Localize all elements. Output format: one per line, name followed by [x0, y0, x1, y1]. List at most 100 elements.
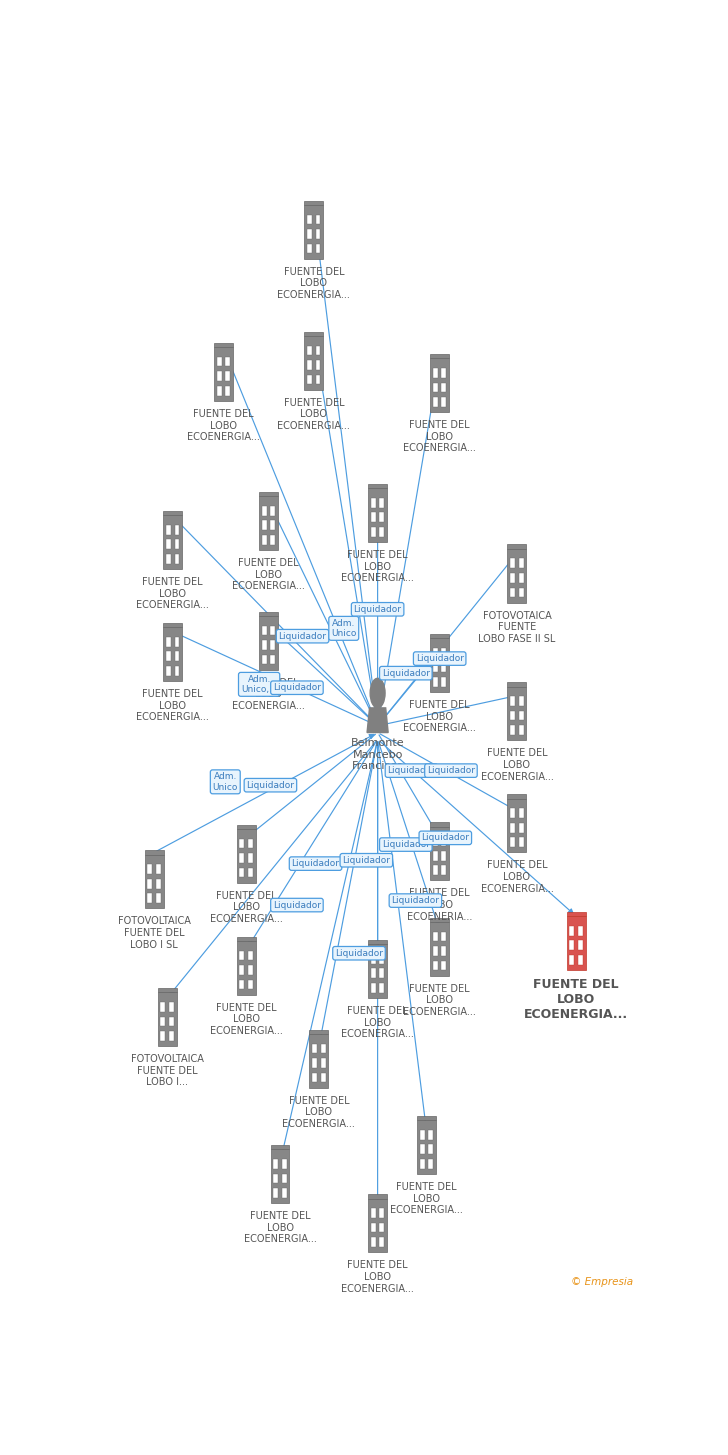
Text: FUENTE DEL
LOBO
ECOENERGIA...: FUENTE DEL LOBO ECOENERGIA...	[390, 1181, 463, 1215]
Bar	[441, 931, 446, 941]
Bar	[320, 1058, 325, 1068]
Bar	[433, 383, 438, 393]
Bar	[259, 611, 278, 615]
Bar	[507, 544, 526, 549]
Bar	[262, 626, 267, 636]
Bar	[273, 1189, 278, 1197]
Bar	[441, 960, 446, 970]
Text: Liquidador: Liquidador	[354, 605, 402, 614]
Bar	[307, 346, 312, 355]
Bar	[518, 697, 523, 706]
Bar	[315, 243, 320, 253]
Bar	[368, 489, 387, 543]
Bar	[271, 1149, 290, 1203]
Bar	[368, 1195, 387, 1199]
Bar	[441, 837, 446, 845]
Bar	[166, 666, 171, 675]
Bar	[237, 829, 256, 883]
Bar	[259, 492, 278, 496]
Bar	[433, 837, 438, 845]
Text: FUENTE DEL
LOBO
ECOENERGIA...: FUENTE DEL LOBO ECOENERGIA...	[136, 690, 209, 722]
Bar	[518, 711, 523, 720]
Text: FOTOVOLTAICA
FUENTE DEL
LOBO I SL: FOTOVOLTAICA FUENTE DEL LOBO I SL	[118, 917, 191, 950]
Bar	[428, 1158, 433, 1168]
Text: FOTOVOLTAICA
FUENTE DEL
LOBO I...: FOTOVOLTAICA FUENTE DEL LOBO I...	[131, 1055, 204, 1087]
Text: Liquidador: Liquidador	[392, 896, 440, 905]
Bar	[225, 356, 230, 367]
Bar	[217, 356, 222, 367]
Bar	[156, 864, 161, 874]
Text: FUENTE DEL
LOBO
ECOENERGIA...: FUENTE DEL LOBO ECOENERGIA...	[341, 1260, 414, 1293]
Bar	[315, 228, 320, 239]
Bar	[169, 1017, 174, 1026]
Text: FUENTE DEL
LOBO
ECOENERGIA...: FUENTE DEL LOBO ECOENERGIA...	[403, 700, 476, 733]
Bar	[315, 361, 320, 370]
Bar	[430, 822, 449, 826]
Bar	[430, 922, 449, 976]
Bar	[518, 838, 523, 847]
Bar	[379, 512, 384, 522]
Bar	[379, 498, 384, 508]
Bar	[315, 374, 320, 384]
Bar	[417, 1120, 436, 1174]
Bar	[566, 917, 586, 970]
Bar	[307, 374, 312, 384]
Bar	[270, 655, 275, 665]
Bar	[379, 954, 384, 963]
Bar	[510, 588, 515, 597]
Bar	[163, 627, 182, 681]
Text: Liquidador: Liquidador	[279, 631, 327, 640]
Bar	[441, 946, 446, 956]
Bar	[430, 826, 449, 880]
Text: Adm.
Unico: Adm. Unico	[331, 618, 357, 639]
Text: Liquidador: Liquidador	[342, 856, 390, 864]
Bar	[304, 205, 323, 259]
Bar	[368, 940, 387, 944]
Bar	[510, 711, 515, 720]
Text: FUENTE DEL
LOBO
ECOENERGIA...: FUENTE DEL LOBO ECOENERGIA...	[232, 678, 305, 711]
Bar	[158, 992, 177, 1046]
Text: FUENTE DEL
LOBO
ECOENERGIA...: FUENTE DEL LOBO ECOENERGIA...	[244, 1211, 317, 1244]
Circle shape	[370, 678, 385, 709]
Bar	[315, 346, 320, 355]
Bar	[379, 527, 384, 537]
Bar	[225, 386, 230, 396]
Bar	[441, 368, 446, 378]
Bar	[156, 893, 161, 904]
Bar	[262, 506, 267, 515]
Bar	[262, 655, 267, 665]
Bar	[304, 336, 323, 390]
Text: FUENTE DEL
LOBO
ECOENERGIA...: FUENTE DEL LOBO ECOENERGIA...	[480, 860, 553, 893]
Bar	[433, 866, 438, 874]
Bar	[371, 1222, 376, 1232]
Bar	[433, 368, 438, 378]
Text: Liquidador: Liquidador	[381, 669, 430, 678]
Bar	[379, 984, 384, 992]
Bar	[147, 864, 152, 874]
Bar	[158, 988, 177, 992]
Bar	[518, 573, 523, 582]
Bar	[507, 794, 526, 799]
Bar	[217, 386, 222, 396]
Bar	[371, 1237, 376, 1247]
Text: © Empresia: © Empresia	[571, 1277, 633, 1288]
Bar	[175, 554, 179, 563]
Text: Belmonte
Mancebo
Francisco: Belmonte Mancebo Francisco	[351, 738, 405, 771]
Bar	[307, 361, 312, 370]
Bar	[569, 925, 574, 936]
Bar	[510, 838, 515, 847]
Bar	[433, 647, 438, 658]
Bar	[312, 1058, 317, 1068]
Bar	[163, 623, 182, 627]
Bar	[169, 1002, 174, 1011]
Bar	[309, 1030, 328, 1035]
Bar	[433, 931, 438, 941]
Bar	[569, 940, 574, 950]
Bar	[507, 549, 526, 602]
Bar	[270, 640, 275, 650]
Text: FUENTE DEL
LOBO
ECOENERGIA...: FUENTE DEL LOBO ECOENERGIA...	[341, 550, 414, 583]
Bar	[433, 851, 438, 860]
Bar	[368, 944, 387, 998]
Bar	[166, 637, 171, 646]
Bar	[237, 825, 256, 829]
